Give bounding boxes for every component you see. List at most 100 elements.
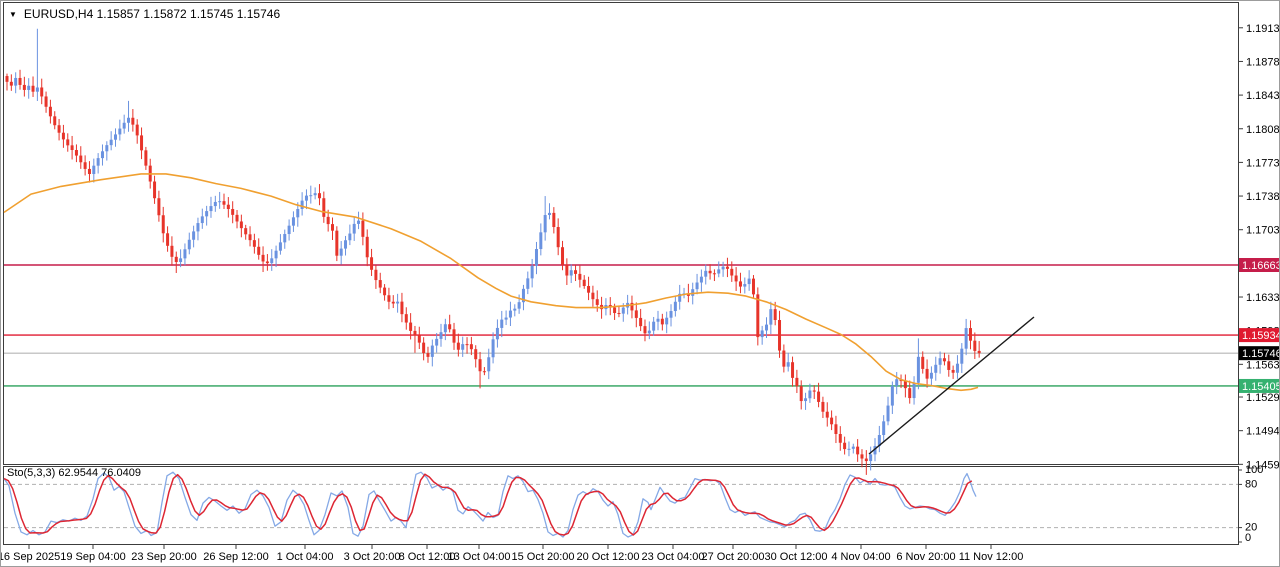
candle-body bbox=[847, 448, 851, 450]
candle-body bbox=[500, 319, 504, 328]
candle-body bbox=[947, 361, 951, 370]
candle-body bbox=[712, 273, 716, 275]
candle-body bbox=[105, 145, 109, 152]
candle-body bbox=[786, 362, 790, 367]
candle-body bbox=[370, 257, 374, 270]
price-tick-label: 1.17030 bbox=[1246, 225, 1280, 237]
candle-body bbox=[587, 286, 591, 293]
candle-body bbox=[925, 368, 929, 379]
price-label-box-text: 1.15405 bbox=[1242, 381, 1280, 393]
candle-body bbox=[691, 289, 695, 296]
candle-body bbox=[174, 256, 178, 263]
price-pane-border bbox=[3, 2, 1239, 465]
candle-body bbox=[9, 81, 13, 86]
candle-body bbox=[942, 358, 946, 362]
candle-body bbox=[643, 326, 647, 334]
candle-body bbox=[526, 278, 530, 289]
time-tick-label: 23 Sep 20:00 bbox=[131, 551, 196, 563]
candle-body bbox=[738, 281, 742, 287]
symbol-dropdown-icon[interactable]: ▼ bbox=[9, 10, 17, 19]
candle-body bbox=[18, 77, 22, 85]
candle-body bbox=[474, 349, 478, 360]
candle-body bbox=[339, 248, 343, 256]
candle-body bbox=[825, 411, 829, 418]
candle-body bbox=[656, 318, 660, 322]
candle-body bbox=[170, 245, 174, 257]
time-tick-label: 4 Nov 04:00 bbox=[831, 551, 890, 563]
candle-body bbox=[200, 216, 204, 224]
candle-body bbox=[352, 223, 356, 234]
candle-body bbox=[843, 442, 847, 450]
candle-body bbox=[634, 310, 638, 318]
candle-body bbox=[317, 193, 321, 199]
candle-body bbox=[834, 424, 838, 434]
stoch-d-line bbox=[3, 473, 973, 536]
candle-body bbox=[283, 234, 287, 243]
candle-body bbox=[179, 258, 183, 263]
candle-body bbox=[669, 311, 673, 318]
candle-body bbox=[821, 401, 825, 412]
candle-body bbox=[205, 211, 209, 217]
price-tick-label: 1.19130 bbox=[1246, 23, 1280, 35]
candle-body bbox=[413, 330, 417, 336]
candle-body bbox=[630, 302, 634, 311]
candle-body bbox=[652, 321, 656, 331]
candle-body bbox=[396, 301, 400, 304]
candle-body bbox=[730, 268, 734, 276]
candle-body bbox=[192, 231, 196, 240]
candle-body bbox=[344, 240, 348, 249]
candle-body bbox=[890, 385, 894, 406]
candle-body bbox=[765, 324, 768, 331]
candle-body bbox=[166, 233, 170, 246]
candle-body bbox=[31, 85, 35, 92]
stochastic-label: Sto(5,3,3) 62.9544 76.0409 bbox=[7, 467, 141, 479]
candle-body bbox=[621, 307, 625, 314]
candle-body bbox=[383, 287, 387, 296]
candle-body bbox=[118, 128, 122, 135]
candle-body bbox=[40, 87, 44, 97]
ascending-trendline[interactable] bbox=[868, 316, 1035, 455]
candle-body bbox=[591, 292, 595, 300]
candle-body bbox=[708, 270, 712, 274]
price-label-box-text: 1.15934 bbox=[1242, 330, 1280, 342]
candle-body bbox=[422, 342, 426, 354]
candle-body bbox=[452, 329, 456, 343]
candle-body bbox=[617, 313, 621, 315]
candle-body bbox=[934, 364, 938, 373]
candles bbox=[5, 28, 981, 475]
candle-body bbox=[804, 398, 808, 402]
candle-body bbox=[578, 273, 582, 280]
candle-body bbox=[140, 135, 144, 151]
candle-body bbox=[548, 212, 551, 216]
time-tick-label: 8 Oct 12:00 bbox=[399, 551, 456, 563]
candle-body bbox=[756, 294, 760, 338]
candle-body bbox=[244, 228, 248, 235]
time-tick-label: 15 Oct 20:00 bbox=[512, 551, 575, 563]
candle-body bbox=[426, 353, 430, 357]
moving-average-line[interactable] bbox=[3, 173, 979, 392]
candle-body bbox=[209, 206, 213, 212]
candle-body bbox=[443, 324, 447, 333]
candle-body bbox=[647, 330, 651, 334]
candle-body bbox=[830, 417, 834, 425]
price-label-box bbox=[1239, 328, 1279, 343]
stoch-tick-label: 20 bbox=[1245, 522, 1257, 534]
price-axis: 1.19130 1.18780 1.18430 1.18080 1.17730 1.173… bbox=[1238, 23, 1280, 544]
candle-body bbox=[929, 372, 933, 379]
time-tick-label: 27 Oct 20:00 bbox=[702, 551, 765, 563]
candle-body bbox=[751, 278, 755, 295]
time-tick-label: 1 Oct 04:00 bbox=[277, 551, 334, 563]
candle-body bbox=[791, 362, 795, 378]
candle-body bbox=[495, 327, 499, 340]
candle-body bbox=[799, 386, 803, 402]
candle-body bbox=[231, 209, 235, 215]
candle-body bbox=[387, 295, 391, 302]
candle-body bbox=[61, 132, 65, 140]
candle-body bbox=[734, 275, 738, 282]
candle-body bbox=[673, 301, 677, 312]
candle-body bbox=[265, 261, 269, 264]
candle-body bbox=[521, 288, 525, 303]
price-label-box-text: 1.16663 bbox=[1242, 260, 1280, 272]
candle-body bbox=[27, 85, 31, 90]
